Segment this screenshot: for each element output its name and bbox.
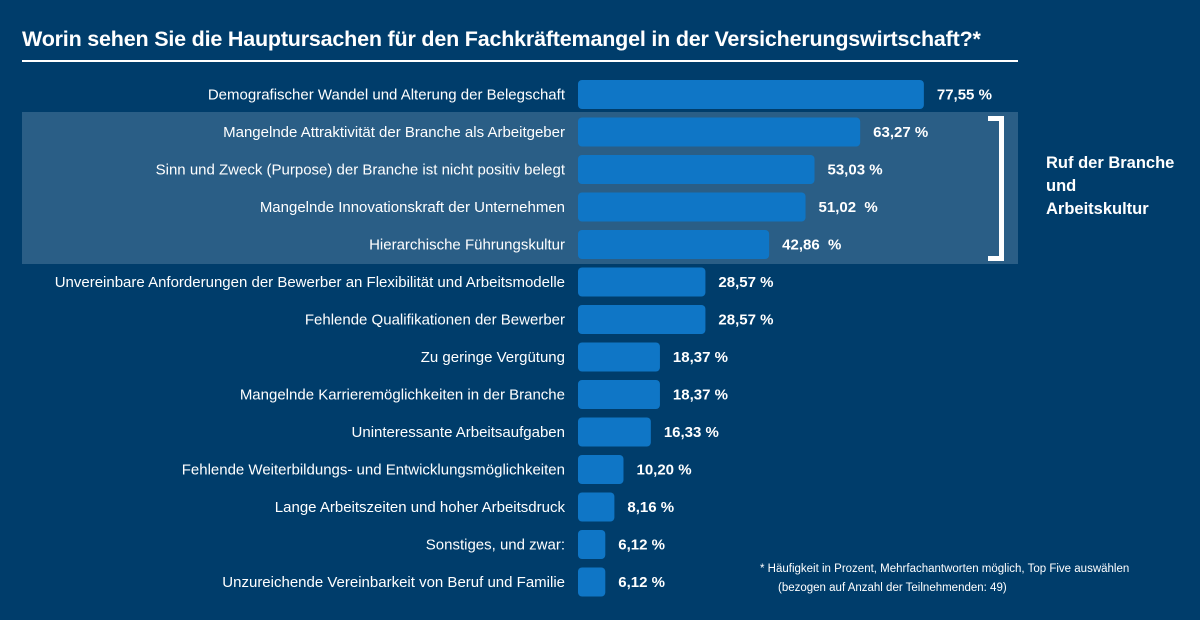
footnote: * Häufigkeit in Prozent, Mehrfachantwort… xyxy=(760,560,1129,598)
bar-5 xyxy=(578,267,706,297)
group-label-line-2: und xyxy=(1046,177,1077,195)
group-label: Ruf der Branche und Arbeitskultur xyxy=(1046,152,1196,221)
value-label-3: 51,02 % xyxy=(819,199,878,216)
category-label-5: Unvereinbare Anforderungen der Bewerber … xyxy=(55,274,565,291)
category-label-12: Sonstiges, und zwar: xyxy=(426,537,565,554)
value-label-13: 6,12 % xyxy=(618,574,665,591)
value-label-1: 63,27 % xyxy=(873,124,928,141)
value-label-7: 18,37 % xyxy=(673,349,728,366)
bar-1 xyxy=(578,117,861,147)
chart-title: Worin sehen Sie die Hauptursachen für de… xyxy=(22,27,981,51)
bar-8 xyxy=(578,380,660,409)
bar-11 xyxy=(578,492,615,522)
value-label-10: 10,20 % xyxy=(636,462,691,479)
value-label-12: 6,12 % xyxy=(618,537,665,554)
value-label-8: 18,37 % xyxy=(673,387,728,404)
bar-4 xyxy=(578,230,770,259)
group-bracket xyxy=(988,116,1004,261)
bar-9 xyxy=(578,417,651,447)
category-label-9: Uninteressante Arbeitsaufgaben xyxy=(352,424,565,441)
category-label-13: Unzureichende Vereinbarkeit von Beruf un… xyxy=(222,574,565,591)
bar-6 xyxy=(578,305,706,334)
category-label-3: Mangelnde Innovationskraft der Unternehm… xyxy=(260,199,565,216)
bar-13 xyxy=(578,567,606,597)
bar-12 xyxy=(578,530,606,559)
value-label-2: 53,03 % xyxy=(828,162,883,179)
value-label-0: 77,55 % xyxy=(937,87,992,104)
category-label-6: Fehlende Qualifikationen der Bewerber xyxy=(305,312,565,329)
bar-0 xyxy=(578,80,924,109)
category-label-1: Mangelnde Attraktivität der Branche als … xyxy=(223,124,565,141)
category-label-7: Zu geringe Vergütung xyxy=(421,349,565,366)
category-label-4: Hierarchische Führungskultur xyxy=(369,237,565,254)
value-label-4: 42,86 % xyxy=(782,237,841,254)
value-label-9: 16,33 % xyxy=(664,424,719,441)
category-label-0: Demografischer Wandel und Alterung der B… xyxy=(208,87,566,104)
title-underline xyxy=(22,60,1018,62)
value-label-5: 28,57 % xyxy=(718,274,773,291)
value-label-11: 8,16 % xyxy=(627,499,674,516)
bar-7 xyxy=(578,342,660,372)
bar-3 xyxy=(578,192,806,222)
category-label-10: Fehlende Weiterbildungs- und Entwicklung… xyxy=(182,462,565,479)
value-label-6: 28,57 % xyxy=(718,312,773,329)
footnote-line-1: * Häufigkeit in Prozent, Mehrfachantwort… xyxy=(760,563,1130,575)
category-label-8: Mangelnde Karrieremöglichkeiten in der B… xyxy=(240,387,565,404)
footnote-line-2: (bezogen auf Anzahl der Teilnehmenden: 4… xyxy=(778,582,1007,594)
bar-2 xyxy=(578,155,815,184)
group-label-line-1: Ruf der Branche xyxy=(1046,154,1175,172)
category-label-11: Lange Arbeitszeiten und hoher Arbeitsdru… xyxy=(275,499,566,516)
bar-10 xyxy=(578,455,624,484)
group-label-line-3: Arbeitskultur xyxy=(1046,200,1149,218)
category-label-2: Sinn und Zweck (Purpose) der Branche ist… xyxy=(156,162,566,179)
